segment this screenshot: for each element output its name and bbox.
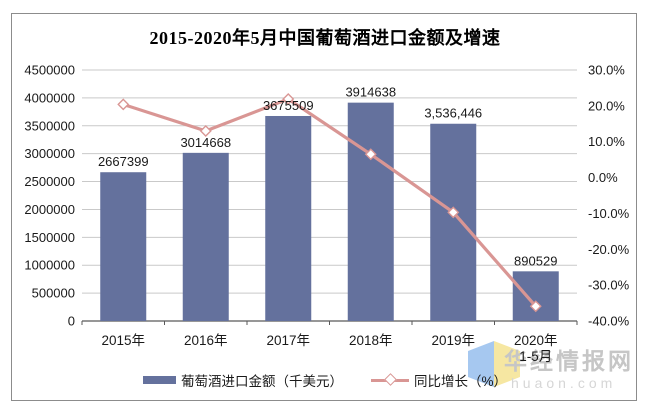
bar-2019年	[430, 123, 477, 321]
bar-2020年	[512, 271, 559, 321]
line-marker-2019年	[447, 206, 460, 219]
legend-item-import-value: 葡萄酒进口金额（千美元）	[142, 370, 343, 390]
bar-value-label: 3014668	[180, 135, 231, 150]
chart-legend: 葡萄酒进口金额（千美元） 同比增长（%）	[0, 370, 650, 390]
logo-right-page	[494, 341, 520, 387]
legend-item-yoy-growth: 同比增长（%）	[370, 370, 507, 390]
bar-series-swatch-icon	[142, 376, 176, 384]
bar-value-label: 3,536,446	[424, 106, 482, 121]
y-axis-left-tick-label: 2000000	[24, 202, 75, 217]
line-marker-2015年	[117, 98, 130, 111]
y-axis-right-tick-label: 0.0%	[588, 170, 618, 185]
y-axis-left-tick-label: 4500000	[24, 63, 75, 78]
chart-border	[11, 13, 637, 401]
legend-label-yoy-growth: 同比增长（%）	[413, 374, 507, 389]
bar-value-label: 3914638	[345, 85, 396, 100]
chart-title: 2015-2020年5月中国葡萄酒进口金额及增速	[149, 28, 501, 48]
x-axis-category-sub-label: 1-5月	[519, 349, 552, 364]
diamond-marker-icon	[384, 373, 397, 386]
y-axis-right-tick-label: 30.0%	[588, 63, 625, 78]
bar-2016年	[182, 152, 229, 321]
bar-value-label: 2667399	[98, 154, 149, 169]
y-axis-right-tick-label: -20.0%	[588, 242, 630, 257]
y-axis-right-tick-label: -30.0%	[588, 278, 630, 293]
x-axis-category-label: 2016年	[184, 333, 228, 348]
bar-2017年	[265, 115, 312, 321]
x-axis-category-label: 2019年	[431, 333, 475, 348]
y-axis-right-tick-label: 10.0%	[588, 134, 625, 149]
x-axis-category-label: 2017年	[266, 333, 310, 348]
line-marker-2018年	[364, 148, 377, 161]
bar-value-label: 3675509	[263, 98, 314, 113]
bar-value-label: 890529	[514, 253, 557, 268]
x-axis-category-label: 2018年	[349, 333, 393, 348]
y-axis-left-tick-label: 3500000	[24, 118, 75, 133]
y-axis-left-tick-label: 0	[68, 314, 75, 329]
logo-left-page	[468, 341, 494, 387]
x-axis-category-label: 2015年	[101, 333, 145, 348]
bar-2018年	[347, 102, 394, 321]
line-series-swatch-icon	[370, 373, 409, 386]
y-axis-left-tick-label: 4000000	[24, 90, 75, 105]
growth-line	[122, 97, 537, 308]
y-axis-right-tick-label: -10.0%	[588, 206, 630, 221]
watermark-site-url: huaon.com	[511, 375, 617, 391]
y-axis-left-tick-label: 500000	[32, 286, 75, 301]
bar-2015年	[100, 172, 147, 321]
watermark-site-name: 华经情报网	[504, 348, 634, 374]
y-axis-right-tick-label: -40.0%	[588, 314, 630, 329]
huaon-logo-icon	[468, 341, 520, 387]
y-axis-right-tick-label: 20.0%	[588, 98, 625, 113]
legend-label-import-value: 葡萄酒进口金额（千美元）	[180, 374, 343, 389]
y-axis-left-tick-label: 2500000	[24, 174, 75, 189]
line-marker-2017年	[282, 93, 295, 106]
y-axis-left-tick-label: 1500000	[24, 230, 75, 245]
line-marker-2020年	[529, 300, 542, 313]
y-axis-left-tick-label: 3000000	[24, 146, 75, 161]
x-axis-category-label: 2020年	[514, 333, 558, 348]
line-marker-2016年	[199, 124, 212, 137]
y-axis-left-tick-label: 1000000	[24, 258, 75, 273]
